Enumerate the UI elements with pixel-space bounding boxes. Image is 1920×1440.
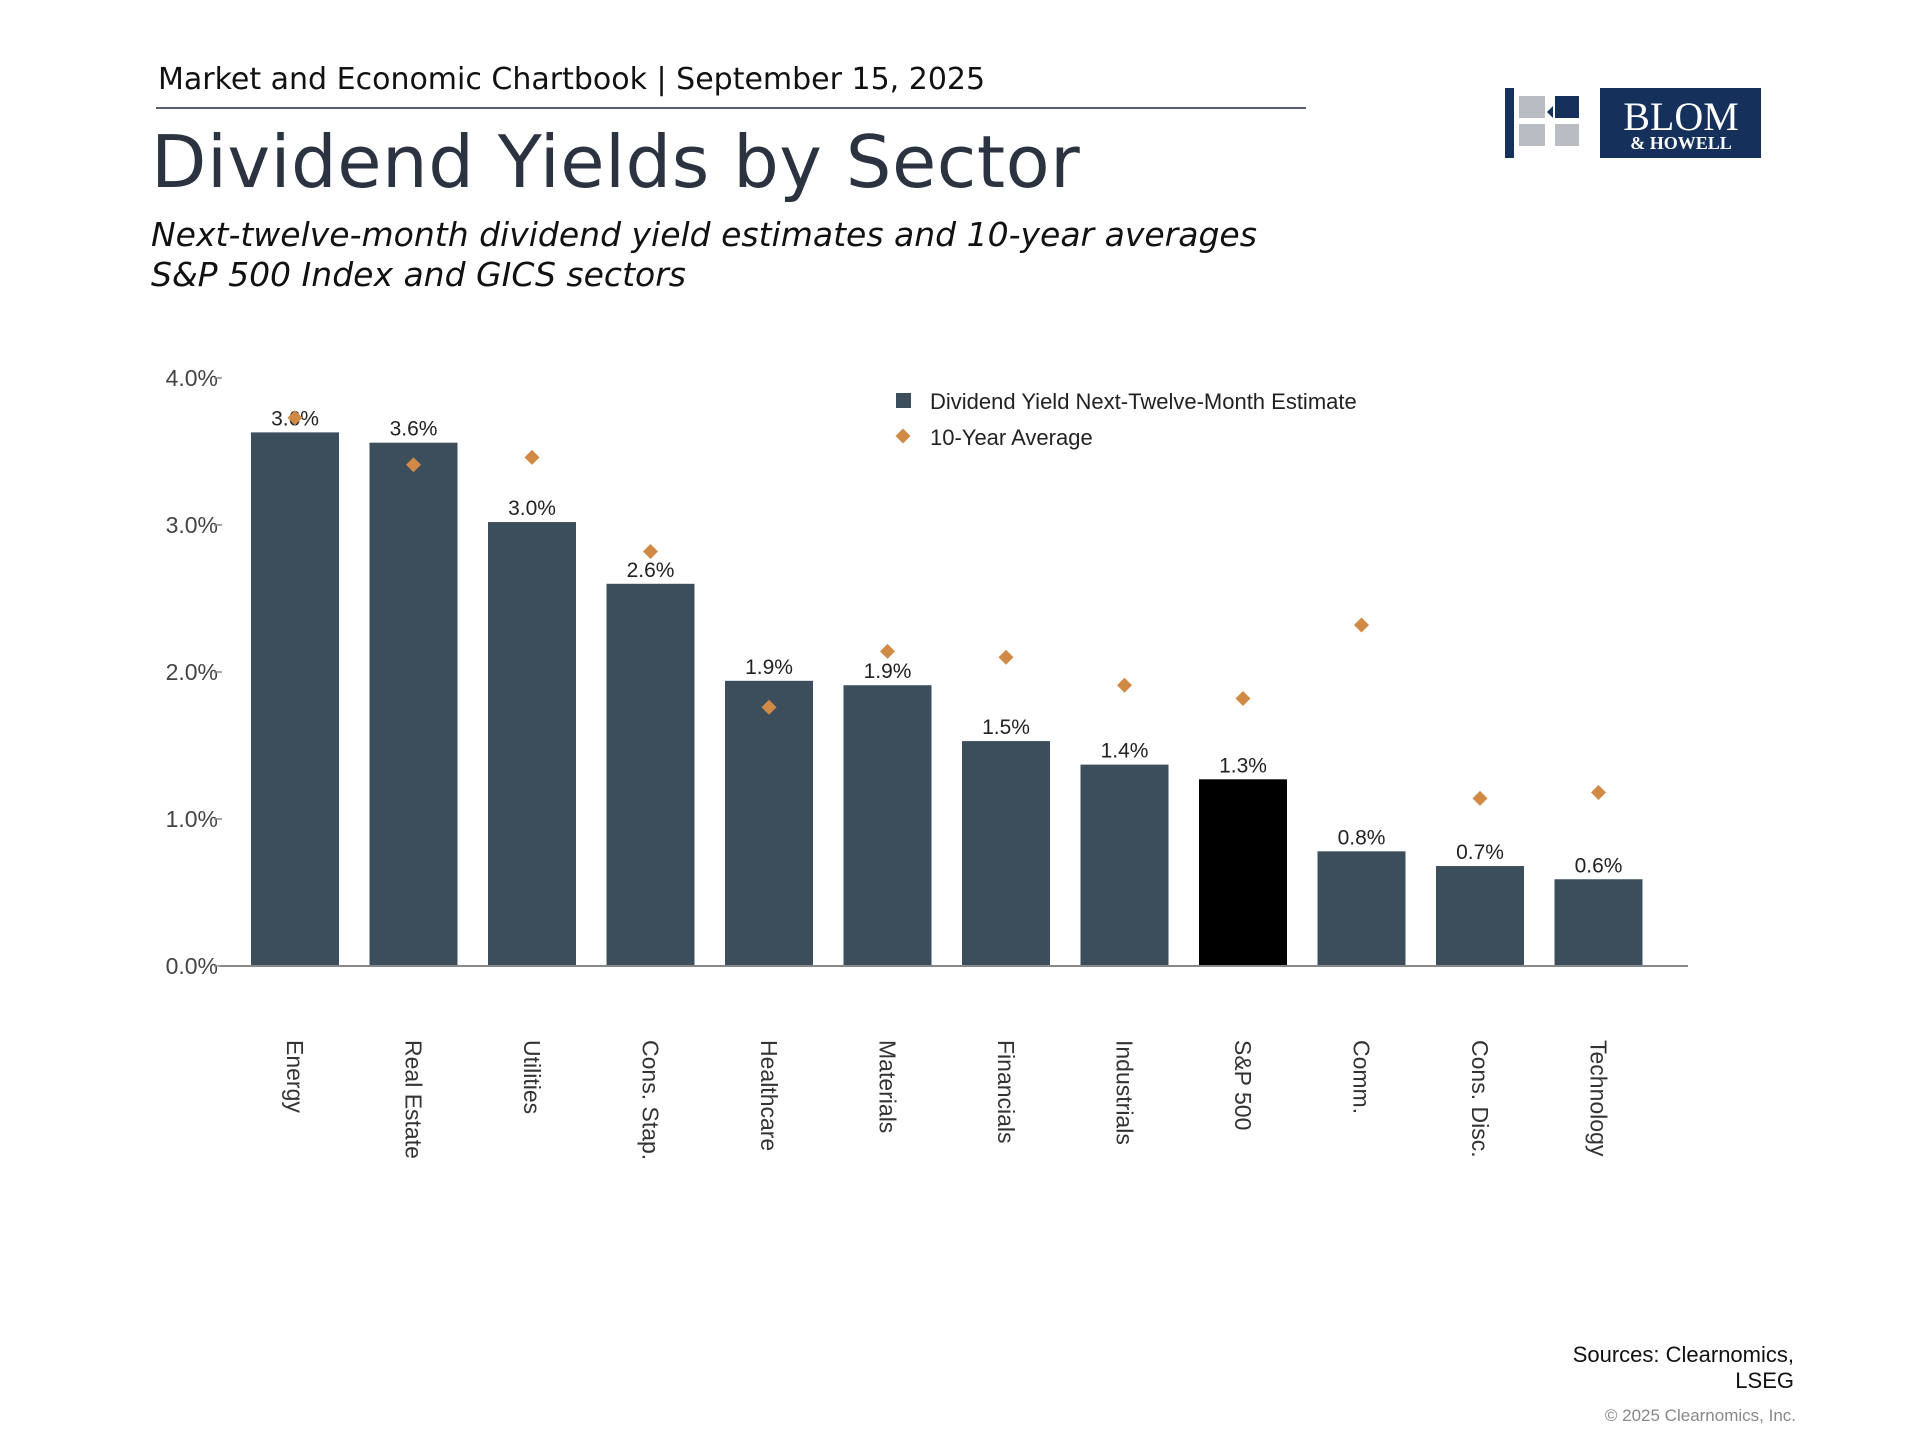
average-marker (1472, 790, 1488, 806)
bar-value-label: 0.7% (1456, 841, 1504, 864)
subtitle-line-2: S&P 500 Index and GICS sectors (151, 255, 686, 294)
average-marker (1354, 617, 1369, 633)
blom-howell-logo: BLOM & HOWELL (1505, 88, 1761, 158)
x-category-label: Healthcare (756, 1040, 782, 1151)
y-tick-label: 4.0% (166, 365, 218, 391)
y-tick-label: 3.0% (166, 512, 218, 538)
average-marker (880, 643, 895, 659)
x-category-label: Utilities (519, 1040, 545, 1114)
bar-value-label: 1.5% (982, 716, 1030, 739)
bar (725, 680, 813, 966)
bar (251, 432, 339, 966)
bar (1554, 879, 1643, 966)
bar-value-label: 0.6% (1575, 854, 1623, 877)
bar-value-label: 3.0% (508, 497, 556, 520)
average-marker (287, 410, 303, 426)
x-category-label: Energy (282, 1040, 308, 1113)
x-category-label: Cons. Disc. (1467, 1040, 1493, 1158)
y-tick-label: 1.0% (166, 806, 218, 832)
copyright-note: © 2025 Clearnomics, Inc. (1604, 1406, 1796, 1425)
bar (1436, 866, 1524, 966)
x-category-label: Technology (1586, 1040, 1612, 1157)
bar (488, 522, 576, 966)
bar-value-label: 2.6% (627, 559, 675, 582)
legend-label-estimate: Dividend Yield Next-Twelve-Month Estimat… (930, 389, 1357, 414)
x-category-label: Cons. Stap. (638, 1040, 664, 1160)
bar-value-label: 1.3% (1219, 754, 1267, 777)
x-category-label: S&P 500 (1230, 1040, 1256, 1130)
legend-label-average: 10-Year Average (930, 425, 1093, 450)
bar (843, 685, 932, 966)
bar-value-label: 0.8% (1338, 826, 1386, 849)
bar (606, 583, 695, 966)
y-tick-label: 2.0% (166, 659, 218, 685)
bar-value-label: 1.9% (864, 660, 912, 683)
average-marker (524, 449, 540, 465)
x-category-label: Industrials (1112, 1040, 1138, 1145)
logo-brand-line-2: & HOWELL (1630, 133, 1732, 153)
chartbook-header: Market and Economic Chartbook | Septembe… (158, 62, 986, 97)
x-category-label: Financials (993, 1040, 1019, 1144)
bar-value-label: 3.6% (390, 418, 438, 441)
y-tick-label: 0.0% (166, 953, 218, 979)
x-category-label: Comm. (1349, 1040, 1375, 1114)
x-category-label: Real Estate (401, 1040, 427, 1159)
average-marker (1117, 677, 1132, 693)
average-marker (998, 649, 1014, 665)
logo-brand-line-1: BLOM (1623, 94, 1739, 139)
bar (1199, 779, 1287, 966)
sources-line-2: LSEG (1735, 1368, 1794, 1393)
subtitle-line-1: Next-twelve-month dividend yield estimat… (151, 215, 1257, 254)
bar (1317, 851, 1406, 966)
average-marker (761, 699, 777, 715)
sources-line-1: Sources: Clearnomics, (1572, 1342, 1794, 1367)
bar (962, 741, 1050, 966)
bar (369, 442, 458, 966)
average-marker (643, 543, 658, 559)
sources-note: Sources: Clearnomics, LSEG (1534, 1342, 1794, 1394)
average-marker (1235, 690, 1251, 706)
legend-swatch-average (895, 428, 911, 444)
x-category-label: Materials (875, 1040, 901, 1133)
header-divider (156, 107, 1306, 109)
bar-value-label: 1.4% (1101, 740, 1149, 763)
bar-value-label: 1.9% (745, 656, 793, 679)
average-marker (406, 457, 421, 473)
bar (1080, 764, 1169, 966)
average-marker (1591, 785, 1606, 801)
page-title: Dividend Yields by Sector (151, 120, 1081, 204)
legend-swatch-estimate (896, 393, 911, 408)
